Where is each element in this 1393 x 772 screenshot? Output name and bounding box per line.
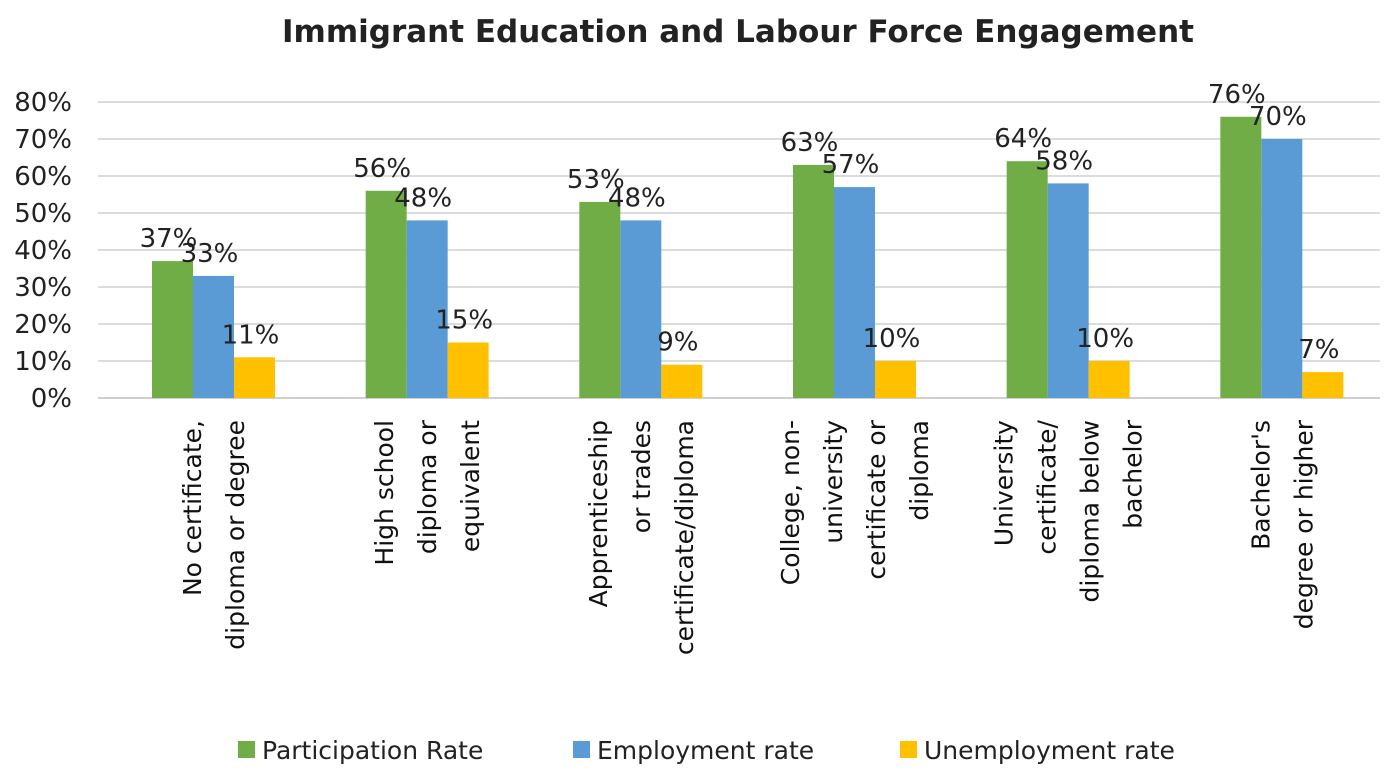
x-tick-line: university: [819, 420, 848, 544]
data-label: 9%: [657, 328, 698, 358]
data-label: 10%: [1076, 324, 1134, 354]
bar: [1302, 372, 1344, 398]
x-tick-line: diploma below: [1076, 420, 1105, 602]
bar: [193, 275, 234, 398]
x-tick-line: or trades: [627, 420, 656, 533]
legend-label: Employment rate: [597, 736, 814, 765]
legend-swatch: [238, 741, 255, 758]
x-tick-label: University certificate/diploma below bache…: [990, 419, 1148, 602]
x-axis-ticks: No certificate, diploma or degree High sch…: [178, 419, 1318, 655]
data-label: 76%: [1208, 80, 1266, 110]
data-label: 33%: [181, 239, 239, 269]
data-label: 37%: [140, 224, 198, 254]
x-tick-line: No certificate,: [178, 420, 207, 596]
legend: Participation Rate Employment rate Unemplo…: [238, 736, 1175, 765]
data-label: 48%: [394, 183, 452, 213]
legend-item: Participation Rate: [238, 736, 483, 765]
x-tick-line: College, non-: [776, 420, 805, 585]
data-label: 70%: [1249, 102, 1307, 132]
y-tick-label: 30%: [14, 273, 72, 303]
legend-item: Unemployment rate: [900, 736, 1175, 765]
legend-item: Employment rate: [573, 736, 814, 765]
legend-label: Participation Rate: [262, 736, 483, 765]
bar: [1220, 116, 1262, 399]
y-tick-label: 60%: [14, 162, 72, 192]
data-label: 56%: [353, 154, 411, 184]
data-label: 48%: [608, 183, 666, 213]
legend-swatch: [573, 741, 590, 758]
x-tick-line: certificate/diploma: [670, 420, 699, 655]
y-tick-label: 40%: [14, 236, 72, 266]
x-tick-line: degree or higher: [1289, 419, 1318, 629]
data-label: 7%: [1298, 335, 1339, 365]
data-label: 58%: [1035, 146, 1093, 176]
data-label: 10%: [863, 324, 921, 354]
bar: [406, 220, 448, 398]
x-tick-line: diploma or: [413, 419, 442, 554]
data-labels: 37% 56% 53% 63% 64% 76% 33% 48% 48% 57% 58% 70% 11% 1…: [140, 80, 1340, 365]
gridlines: [98, 101, 1380, 399]
x-tick-line: Apprenticeship: [584, 420, 613, 607]
bar: [152, 261, 193, 398]
x-tick-line: certificate/: [1033, 419, 1062, 554]
data-label: 11%: [222, 320, 280, 350]
bar: [1088, 361, 1130, 398]
x-tick-line: certificate or: [862, 419, 891, 579]
x-tick-line: diploma: [905, 420, 934, 521]
bar: [234, 357, 275, 398]
y-tick-label: 50%: [14, 199, 72, 229]
x-tick-line: equivalent: [456, 420, 485, 552]
x-tick-line: University: [990, 420, 1019, 546]
x-tick-line: bachelor: [1119, 419, 1148, 528]
x-tick-line: Bachelor's: [1246, 420, 1275, 550]
bar: [447, 342, 489, 398]
bar: [793, 164, 834, 398]
bar: [1006, 161, 1048, 398]
x-tick-label: Apprenticeship or trades certificate/diplo…: [584, 420, 699, 655]
bar: [365, 190, 407, 398]
bar: [875, 361, 916, 398]
x-tick-line: diploma or degree: [221, 420, 250, 650]
x-tick-label: Bachelor's degree or higher: [1246, 419, 1318, 629]
y-tick-label: 0%: [31, 384, 72, 414]
bar: [1261, 139, 1303, 398]
bar: [834, 187, 875, 398]
legend-label: Unemployment rate: [924, 736, 1175, 765]
bar: [661, 364, 703, 398]
bar: [1047, 183, 1089, 398]
x-tick-label: High school diploma or equivalent: [370, 419, 485, 565]
data-label: 63%: [781, 128, 839, 158]
y-tick-label: 10%: [14, 347, 72, 377]
y-tick-label: 70%: [14, 125, 72, 155]
chart-title: Immigrant Education and Labour Force Eng…: [282, 14, 1194, 50]
bar: [579, 201, 621, 398]
x-tick-label: No certificate, diploma or degree: [178, 420, 250, 650]
bars: [152, 116, 1344, 399]
x-tick-label: College, non-university certificate or dip…: [776, 419, 934, 585]
data-label: 57%: [822, 150, 880, 180]
data-label: 64%: [994, 124, 1052, 154]
y-tick-label: 20%: [14, 310, 72, 340]
y-axis-ticks: 0% 10% 20% 30% 40% 50% 60% 70% 80%: [14, 88, 72, 414]
data-label: 53%: [567, 165, 625, 195]
y-tick-label: 80%: [14, 88, 72, 118]
x-tick-line: High school: [370, 420, 399, 566]
data-label: 15%: [435, 306, 493, 336]
bar: [620, 220, 662, 398]
legend-swatch: [900, 741, 917, 758]
